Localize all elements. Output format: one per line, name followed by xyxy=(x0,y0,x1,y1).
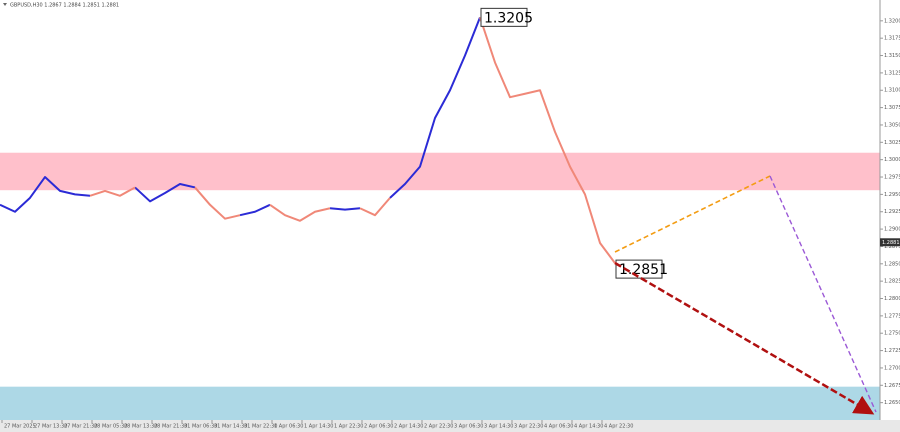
x-tick-label: 2 Apr 06:30 xyxy=(364,424,393,430)
y-tick-label: 1.3050 xyxy=(884,122,900,128)
y-tick-label: 1.2925 xyxy=(884,209,900,215)
annotation-label: 1.2851 xyxy=(619,262,668,278)
x-tick-label: 3 Apr 14:30 xyxy=(484,424,513,430)
chart-header: GBPUSD,H30 1.2867 1.2884 1.2851 1.2881 xyxy=(10,3,119,9)
y-tick-label: 1.2850 xyxy=(884,261,900,267)
price-line xyxy=(239,203,271,217)
y-tick-label: 1.2975 xyxy=(884,175,900,181)
x-tick-label: 3 Apr 22:30 xyxy=(514,424,543,430)
x-tick-label: 1 Apr 14:30 xyxy=(304,424,333,430)
x-tick-label: 28 Mar 21:30 xyxy=(154,424,187,430)
zone xyxy=(0,386,880,420)
x-tick-label: 27 Mar 21:30 xyxy=(64,424,97,430)
x-tick-label: 31 Mar 22:30 xyxy=(244,424,277,430)
forecast-line xyxy=(614,175,771,253)
y-tick-label: 1.2775 xyxy=(884,313,900,319)
y-tick-label: 1.3150 xyxy=(884,53,900,59)
current-price-box xyxy=(880,238,900,247)
y-tick-label: 1.2725 xyxy=(884,348,900,354)
price-line xyxy=(89,186,136,197)
price-line xyxy=(269,203,331,222)
y-tick-label: 1.3200 xyxy=(884,18,900,24)
y-tick-label: 1.2950 xyxy=(884,192,900,198)
price-line xyxy=(479,17,616,264)
symbol-icon xyxy=(3,3,7,6)
y-tick-label: 1.3100 xyxy=(884,88,900,94)
price-line xyxy=(134,182,196,203)
price-line xyxy=(329,207,361,211)
x-tick-label: 1 Apr 22:30 xyxy=(334,424,363,430)
y-tick-label: 1.2700 xyxy=(884,365,900,371)
y-tick-label: 1.2875 xyxy=(884,244,900,250)
x-tick-label: 4 Apr 22:30 xyxy=(604,424,633,430)
x-tick-label: 31 Mar 14:30 xyxy=(214,424,247,430)
x-tick-label: 28 Mar 05:30 xyxy=(94,424,127,430)
y-tick-label: 1.2900 xyxy=(884,227,900,233)
price-line xyxy=(0,176,91,213)
x-tick-label: 31 Mar 06:30 xyxy=(184,424,217,430)
y-tick-label: 1.3000 xyxy=(884,157,900,163)
annotation-box xyxy=(615,259,663,279)
x-tick-label: 2 Apr 14:30 xyxy=(394,424,423,430)
y-tick-label: 1.2675 xyxy=(884,383,900,389)
price-line xyxy=(389,16,481,199)
x-tick-label: 4 Apr 14:30 xyxy=(574,424,603,430)
price-line xyxy=(359,197,391,217)
y-tick-label: 1.2750 xyxy=(884,331,900,337)
annotation-label: 1.3205 xyxy=(484,10,533,26)
x-tick-label: 4 Apr 06:30 xyxy=(544,424,573,430)
time-axis xyxy=(0,420,900,432)
x-tick-label: 27 Mar 13:30 xyxy=(34,424,67,430)
y-tick-label: 1.3125 xyxy=(884,70,900,76)
x-tick-label: 28 Mar 13:30 xyxy=(124,424,157,430)
y-tick-label: 1.3075 xyxy=(884,105,900,111)
forecast-line xyxy=(769,175,877,413)
x-tick-label: 3 Apr 06:30 xyxy=(454,424,483,430)
forecast-arrow xyxy=(614,261,875,415)
y-tick-label: 1.3025 xyxy=(884,140,900,146)
annotation-box xyxy=(480,7,528,27)
y-tick-label: 1.3175 xyxy=(884,36,900,42)
y-tick-label: 1.2825 xyxy=(884,279,900,285)
x-tick-label: 2 Apr 22:30 xyxy=(424,424,453,430)
x-tick-label: 27 Mar 2025 xyxy=(4,424,36,430)
y-tick-label: 1.2800 xyxy=(884,296,900,302)
y-tick-label: 1.2650 xyxy=(884,400,900,406)
x-tick-label: 1 Apr 06:30 xyxy=(274,424,303,430)
price-line xyxy=(194,186,241,220)
zone xyxy=(0,152,880,191)
current-price-label: 1.2881 xyxy=(882,240,900,246)
